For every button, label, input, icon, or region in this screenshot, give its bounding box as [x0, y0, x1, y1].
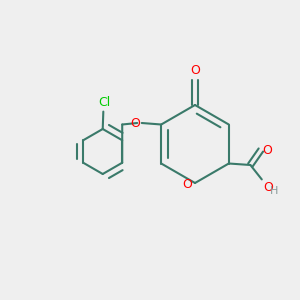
- Text: O: O: [130, 116, 140, 130]
- Text: Cl: Cl: [98, 96, 110, 109]
- Text: O: O: [262, 143, 272, 157]
- Text: O: O: [263, 181, 273, 194]
- Text: H: H: [270, 186, 278, 196]
- Text: O: O: [190, 64, 200, 77]
- Text: O: O: [183, 178, 193, 191]
